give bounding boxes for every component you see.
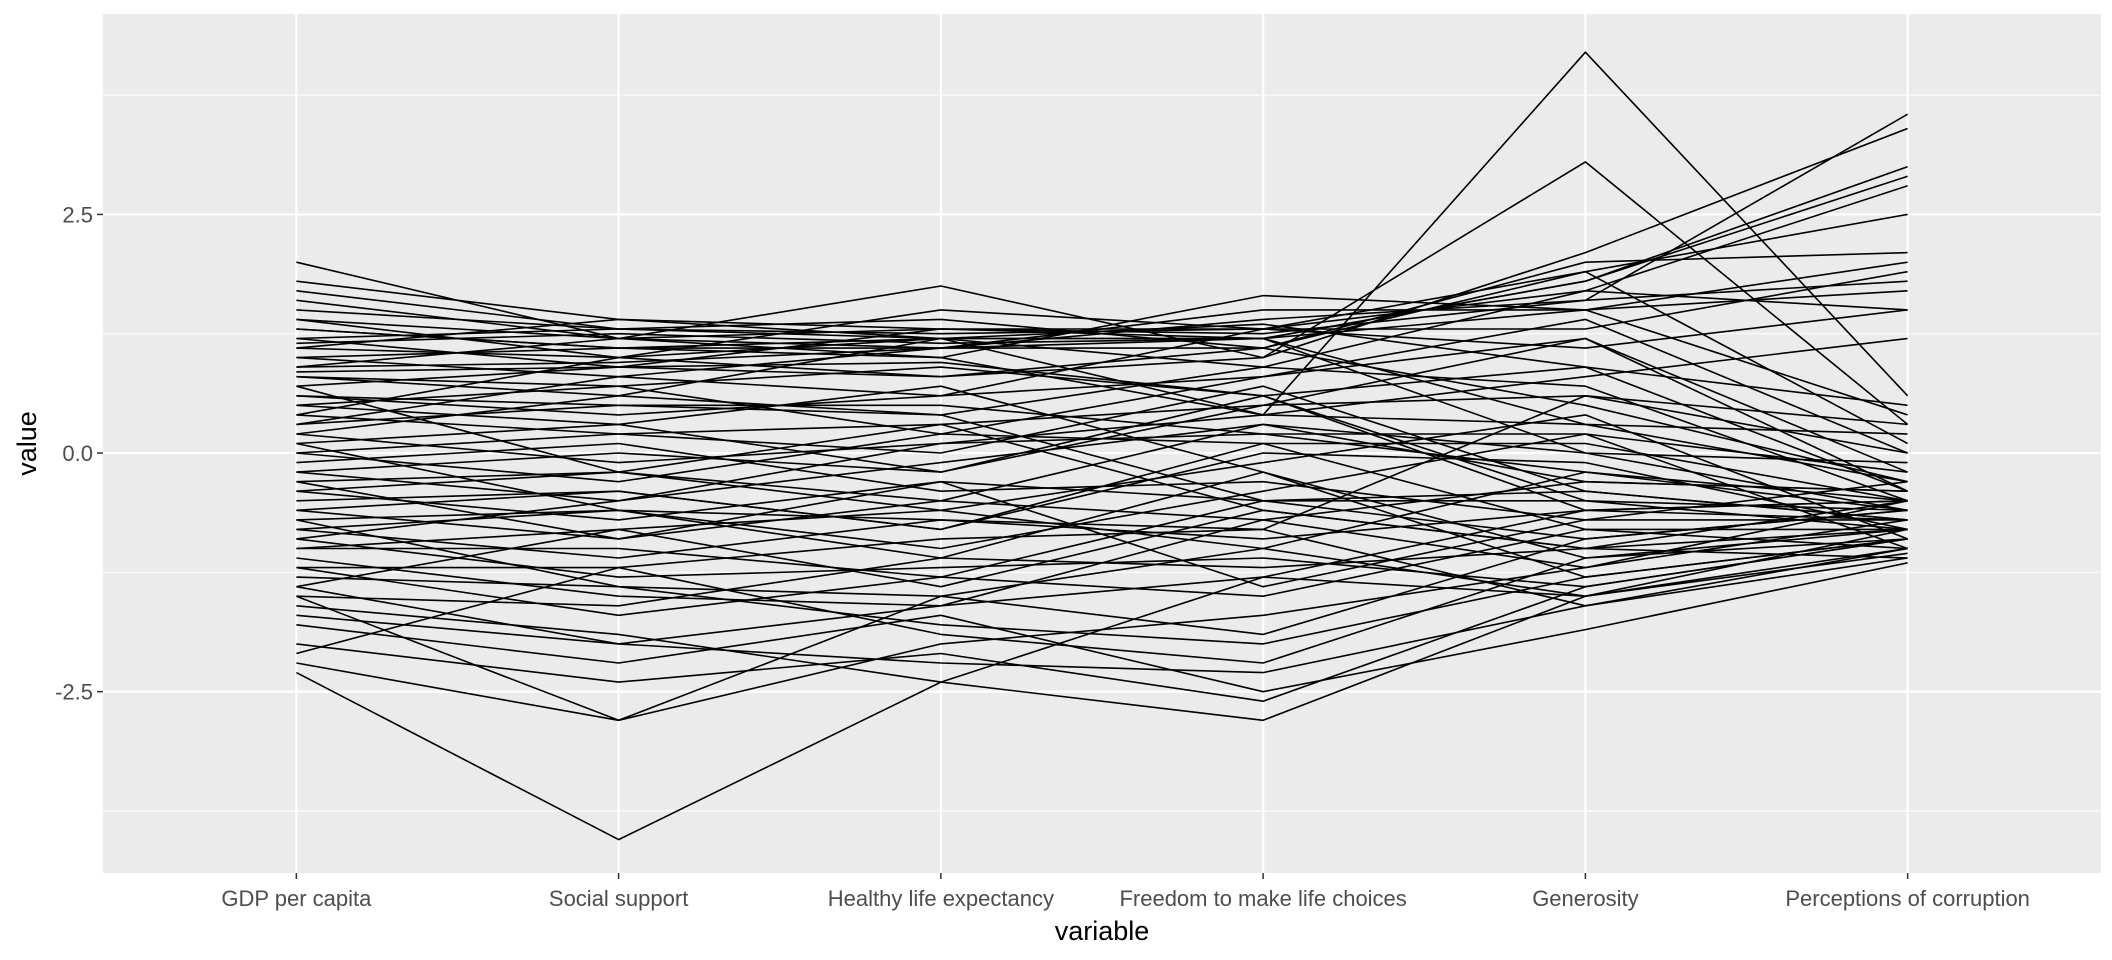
series-line	[296, 423, 1908, 512]
series-line	[296, 394, 1908, 531]
y-tick-label: 0.0	[62, 441, 93, 466]
x-tick-label: Healthy life expectancy	[828, 886, 1054, 911]
series-line	[296, 528, 1908, 664]
series-line	[296, 385, 1908, 578]
x-axis-ticks: GDP per capita Social support Healthy life…	[221, 873, 2030, 911]
series-line	[296, 499, 1908, 569]
series-line	[296, 337, 1908, 435]
x-tick-label: Perceptions of corruption	[1785, 886, 2030, 911]
series-line	[296, 433, 1908, 540]
series-line	[296, 395, 1908, 512]
series-line	[296, 294, 1908, 416]
series-line	[296, 394, 1908, 531]
series-line	[296, 557, 1908, 674]
series-line	[296, 528, 1908, 607]
series-line	[296, 471, 1908, 588]
series-line	[296, 366, 1908, 502]
series-line	[296, 161, 1909, 426]
series-line	[296, 538, 1908, 703]
series-line	[296, 337, 1908, 416]
series-line	[296, 509, 1908, 588]
series-line	[296, 519, 1908, 598]
series-line	[296, 452, 1908, 531]
y-tick-label: -2.5	[55, 680, 93, 705]
x-tick-label: Freedom to make life choices	[1119, 886, 1406, 911]
series-line	[296, 442, 1908, 531]
series-line	[296, 480, 1908, 645]
series-line	[296, 366, 1908, 492]
series-line	[296, 361, 1908, 512]
series-line	[296, 332, 1908, 464]
series-line	[296, 175, 1908, 340]
series-line	[296, 270, 1908, 359]
x-tick-label: GDP per capita	[221, 886, 372, 911]
y-axis-ticks: -2.5 0.0 2.5	[55, 202, 103, 705]
series-line	[296, 323, 1908, 407]
series-line	[296, 490, 1908, 578]
series-line	[296, 433, 1908, 550]
series-lines	[296, 51, 1909, 841]
series-line	[296, 290, 1908, 368]
series-line	[296, 385, 1908, 550]
series-line	[296, 127, 1908, 359]
series-line	[296, 51, 1909, 416]
series-line	[296, 509, 1908, 722]
y-tick-label: 2.5	[62, 202, 93, 227]
series-line	[296, 318, 1908, 454]
x-axis-title: variable	[1055, 916, 1150, 946]
x-tick-label: Generosity	[1532, 886, 1638, 911]
x-tick-label: Social support	[549, 886, 688, 911]
series-line	[296, 562, 1908, 693]
series-line	[296, 471, 1908, 559]
y-axis-title: value	[12, 411, 42, 476]
series-line	[296, 480, 1908, 588]
series-line	[296, 251, 1908, 378]
series-line	[296, 528, 1908, 617]
series-line	[296, 289, 1908, 368]
